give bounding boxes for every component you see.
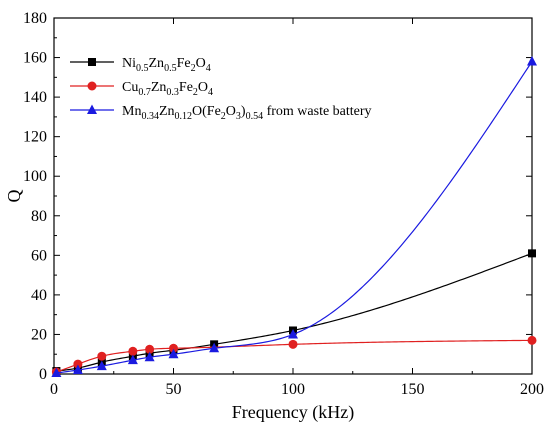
series-2-point xyxy=(97,351,107,361)
legend-marker xyxy=(87,104,97,114)
x-axis-title: Frequency (kHz) xyxy=(232,402,354,423)
series-2-point xyxy=(527,335,537,345)
y-tick-label: 80 xyxy=(31,208,47,225)
legend-label-subscript: 2 xyxy=(191,63,196,74)
legend-label-text: O xyxy=(198,80,208,95)
y-tick-label: 20 xyxy=(31,326,47,343)
legend-label: Mn0.34Zn0.12O(Fe2O3)0.54 from waste batt… xyxy=(122,104,372,122)
x-tick-label: 50 xyxy=(166,381,182,398)
y-tick-label: 120 xyxy=(23,129,47,146)
series-3 xyxy=(51,56,537,378)
x-tick-label: 200 xyxy=(520,381,544,398)
legend: Ni0.5Zn0.5Fe2O4Cu0.7Zn0.3Fe2O4Mn0.34Zn0.… xyxy=(70,56,372,122)
series-2-point xyxy=(73,359,83,369)
y-tick-label: 40 xyxy=(31,287,47,304)
series-1 xyxy=(52,249,536,376)
legend-entry-2: Cu0.7Zn0.3Fe2O4 xyxy=(70,80,213,98)
legend-label: Cu0.7Zn0.3Fe2O4 xyxy=(122,80,213,98)
legend-label-text: Mn xyxy=(122,104,141,119)
legend-label-text: from waste battery xyxy=(263,104,371,119)
series-3-point xyxy=(72,364,83,375)
series-3-point xyxy=(96,360,107,371)
legend-label-subscript: 2 xyxy=(221,111,226,122)
legend-label-text: Zn xyxy=(159,104,175,119)
y-tick-label: 180 xyxy=(23,10,47,27)
series-2-point xyxy=(169,343,178,353)
legend-label-text: Zn xyxy=(149,56,165,71)
y-tick-label: 140 xyxy=(23,89,47,106)
series-2-point xyxy=(128,346,138,356)
x-tick-label: 150 xyxy=(401,381,425,398)
axis-ticks xyxy=(53,17,533,375)
x-tick-label: 0 xyxy=(50,381,58,398)
series-2 xyxy=(51,335,537,377)
series-3-point xyxy=(527,56,537,66)
series-3-point xyxy=(168,348,179,359)
series-3-point xyxy=(51,367,62,378)
legend-label-subscript: 0.7 xyxy=(138,87,151,98)
legend-label-subscript: 0.5 xyxy=(136,63,149,74)
legend-label-text: O xyxy=(226,104,236,119)
y-tick-label: 100 xyxy=(23,168,47,185)
series-3-point xyxy=(209,342,220,353)
legend-label: Ni0.5Zn0.5Fe2O4 xyxy=(122,56,211,74)
legend-label-text: Fe xyxy=(177,56,191,71)
legend-label-text: O(Fe xyxy=(192,104,221,119)
y-tick-label: 0 xyxy=(39,366,47,383)
legend-label-subscript: 4 xyxy=(206,63,211,74)
legend-label-subscript: 4 xyxy=(208,87,213,98)
series-1-line xyxy=(56,252,533,372)
legend-entry-1: Ni0.5Zn0.5Fe2O4 xyxy=(70,56,211,74)
legend-entry-3: Mn0.34Zn0.12O(Fe2O3)0.54 from waste batt… xyxy=(70,104,372,122)
tick-labels: 0 50 100 150 200 0 20 40 60 80 100 120 140 160 180 xyxy=(23,10,544,398)
series-3-point xyxy=(127,354,138,365)
legend-label-text: Cu xyxy=(122,80,138,95)
legend-label-text: ) xyxy=(241,104,246,119)
series-3-point xyxy=(288,328,298,339)
legend-label-text: Fe xyxy=(179,80,193,95)
legend-label-text: Ni xyxy=(122,56,136,71)
legend-label-subscript: 0.54 xyxy=(246,111,264,122)
legend-marker xyxy=(88,58,96,66)
series-3-point xyxy=(144,351,155,362)
legend-label-subscript: 0.3 xyxy=(166,87,179,98)
series-layer xyxy=(51,56,537,378)
legend-label-subscript: 0.5 xyxy=(164,63,177,74)
legend-label-subscript: 3 xyxy=(236,111,241,122)
series-1-point xyxy=(528,249,536,258)
y-axis-title: Q xyxy=(4,190,24,203)
y-tick-label: 60 xyxy=(31,247,47,264)
series-2-point xyxy=(288,339,298,349)
y-tick-label: 160 xyxy=(23,50,47,67)
legend-label-text: O xyxy=(196,56,206,71)
legend-marker xyxy=(87,81,97,91)
legend-label-text: Zn xyxy=(151,80,167,95)
plot-area xyxy=(53,17,533,375)
legend-label-subscript: 2 xyxy=(193,87,198,98)
legend-label-subscript: 0.12 xyxy=(175,111,193,122)
x-tick-label: 100 xyxy=(281,381,305,398)
series-2-point xyxy=(145,344,155,354)
legend-label-subscript: 0.34 xyxy=(141,111,159,122)
